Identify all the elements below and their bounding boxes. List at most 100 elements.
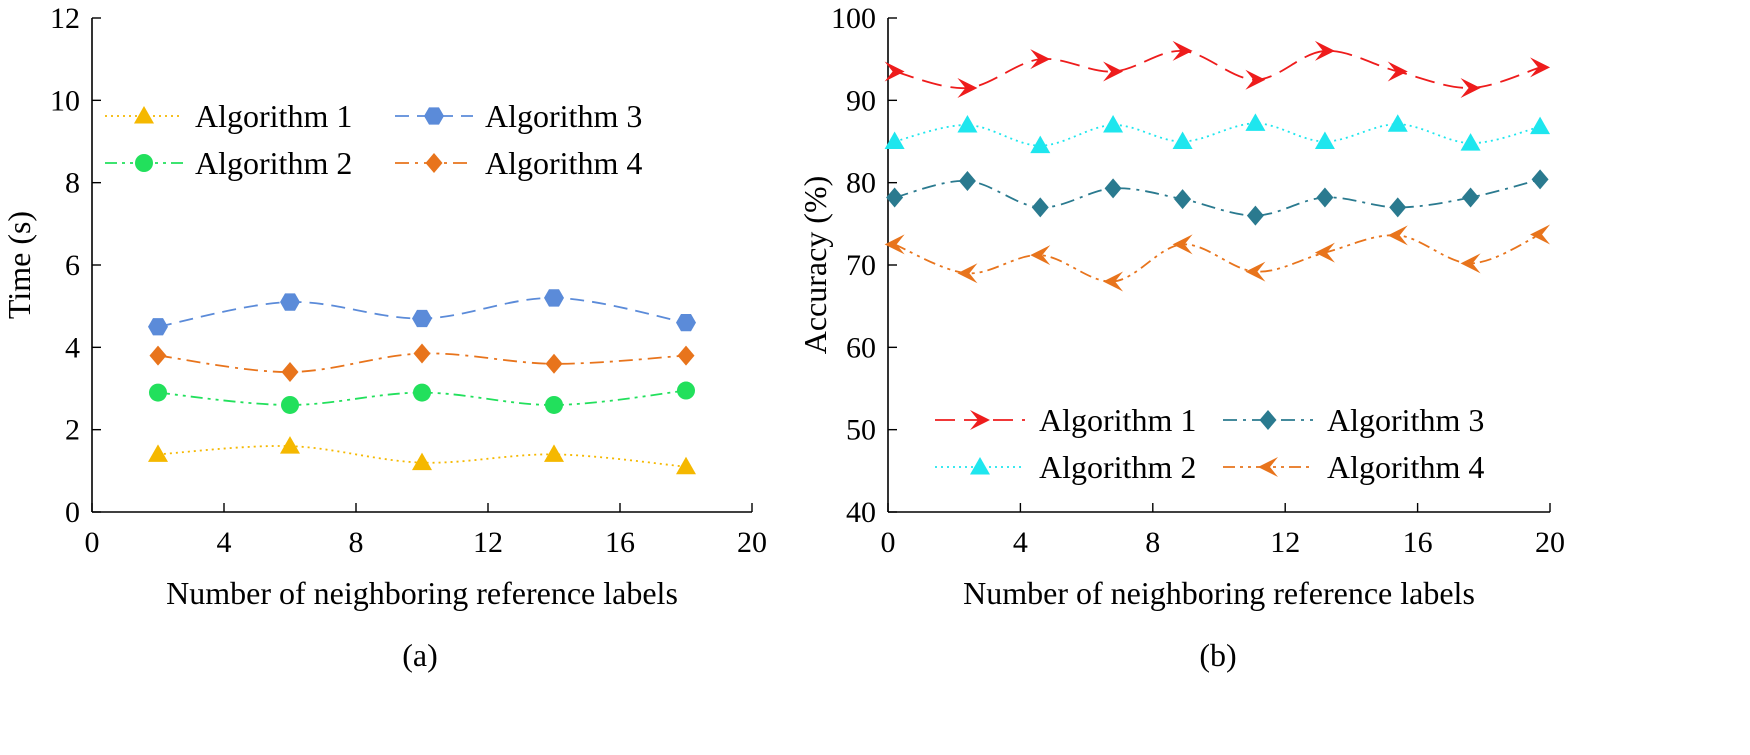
y-tick-label: 12 bbox=[50, 2, 80, 35]
legend-item: Algorithm 3 bbox=[1223, 402, 1484, 438]
data-point bbox=[545, 395, 563, 414]
legend-marker bbox=[134, 106, 154, 124]
legend-label: Algorithm 3 bbox=[1327, 402, 1484, 438]
legend-item: Algorithm 2 bbox=[105, 145, 352, 181]
legend-marker bbox=[424, 107, 444, 125]
data-point bbox=[148, 444, 168, 462]
y-axis-label: Time (s) bbox=[1, 211, 37, 319]
data-point bbox=[1387, 225, 1408, 246]
data-point bbox=[957, 115, 978, 133]
data-point bbox=[149, 345, 167, 366]
legend-item: Algorithm 4 bbox=[1223, 449, 1484, 485]
y-tick-label: 60 bbox=[846, 331, 876, 364]
data-point bbox=[1174, 189, 1192, 210]
data-point bbox=[1530, 57, 1551, 78]
y-tick-label: 0 bbox=[65, 496, 80, 529]
y-tick-label: 6 bbox=[65, 249, 80, 282]
legend-item: Algorithm 1 bbox=[105, 98, 352, 134]
x-tick-label: 16 bbox=[605, 526, 635, 559]
legend-marker bbox=[1258, 457, 1278, 477]
data-point bbox=[1245, 69, 1266, 90]
x-tick-label: 8 bbox=[349, 526, 364, 559]
series-line bbox=[894, 233, 1541, 283]
x-tick-label: 0 bbox=[881, 526, 896, 559]
data-point bbox=[1245, 113, 1266, 131]
data-point bbox=[957, 263, 978, 284]
data-point bbox=[1030, 135, 1051, 154]
legend: Algorithm 1 Algorithm 3 Algorithm 2 Algorit… bbox=[935, 402, 1484, 485]
data-point bbox=[884, 234, 905, 255]
series-line bbox=[894, 178, 1541, 217]
legend-item: Algorithm 1 bbox=[935, 402, 1196, 438]
data-point bbox=[884, 131, 905, 149]
x-tick-label: 20 bbox=[1535, 526, 1565, 559]
y-tick-label: 90 bbox=[846, 84, 876, 117]
data-point bbox=[1103, 271, 1124, 292]
x-tick-label: 4 bbox=[217, 526, 232, 559]
data-point bbox=[1530, 116, 1551, 135]
data-point bbox=[884, 61, 905, 82]
legend-marker bbox=[970, 457, 990, 475]
legend-item: Algorithm 3 bbox=[395, 98, 642, 134]
legend-label: Algorithm 4 bbox=[1327, 449, 1484, 485]
x-tick-label: 20 bbox=[737, 526, 767, 559]
y-tick-label: 4 bbox=[65, 331, 80, 364]
data-point bbox=[1316, 187, 1334, 208]
x-tick-label: 12 bbox=[473, 526, 503, 559]
y-tick-label: 50 bbox=[846, 414, 876, 447]
series-algorithm-1 bbox=[148, 436, 696, 475]
data-point bbox=[148, 318, 168, 336]
y-tick-label: 8 bbox=[65, 167, 80, 200]
data-point bbox=[1172, 131, 1193, 149]
data-point bbox=[413, 343, 431, 364]
data-point bbox=[412, 452, 432, 471]
data-point bbox=[1030, 245, 1051, 266]
x-axis-label: Number of neighboring reference labels bbox=[166, 575, 678, 611]
data-point bbox=[545, 353, 563, 374]
legend-item: Algorithm 2 bbox=[935, 449, 1196, 485]
data-point bbox=[958, 171, 976, 192]
data-point bbox=[281, 395, 299, 414]
legend-label: Algorithm 1 bbox=[195, 98, 352, 134]
x-tick-label: 4 bbox=[1013, 526, 1028, 559]
data-point bbox=[544, 444, 564, 462]
legend-marker bbox=[1259, 410, 1277, 430]
series-algorithm-2 bbox=[884, 113, 1551, 154]
x-axis-label: Number of neighboring reference labels bbox=[963, 575, 1475, 611]
series-algorithm-4 bbox=[149, 343, 695, 383]
legend-marker bbox=[970, 410, 990, 430]
data-point bbox=[1462, 187, 1480, 208]
data-point bbox=[1314, 40, 1335, 61]
panel-b: 40 50 60 70 80 90 100 0 4 8 12 16 20 Number of neighb… bbox=[797, 2, 1565, 673]
data-point bbox=[281, 362, 299, 383]
data-point bbox=[1387, 114, 1408, 132]
x-tick-label: 16 bbox=[1403, 526, 1433, 559]
y-tick-label: 70 bbox=[846, 249, 876, 282]
data-point bbox=[1314, 131, 1335, 149]
legend-label: Algorithm 4 bbox=[485, 145, 642, 181]
y-tick-label: 100 bbox=[831, 2, 876, 35]
data-point bbox=[1246, 205, 1264, 226]
legend-marker bbox=[425, 153, 443, 173]
legend-label: Algorithm 1 bbox=[1039, 402, 1196, 438]
data-point bbox=[1389, 197, 1407, 218]
data-point bbox=[149, 383, 167, 402]
data-point bbox=[1531, 169, 1549, 190]
panel-caption: (b) bbox=[1199, 637, 1236, 673]
legend-label: Algorithm 3 bbox=[485, 98, 642, 134]
data-point bbox=[1314, 242, 1335, 263]
series-algorithm-3 bbox=[886, 169, 1549, 226]
data-point bbox=[1172, 234, 1193, 255]
data-point bbox=[1460, 77, 1481, 98]
panel-caption: (a) bbox=[402, 637, 438, 673]
data-point bbox=[1172, 40, 1193, 61]
y-tick-label: 2 bbox=[65, 414, 80, 447]
data-point bbox=[412, 309, 432, 328]
legend-label: Algorithm 2 bbox=[1039, 449, 1196, 485]
series-algorithm-2 bbox=[149, 381, 695, 414]
data-point bbox=[1460, 253, 1481, 274]
legend-label: Algorithm 2 bbox=[195, 145, 352, 181]
data-point bbox=[1460, 133, 1481, 151]
y-axis-label: Accuracy (%) bbox=[797, 176, 833, 355]
data-point bbox=[544, 289, 564, 307]
